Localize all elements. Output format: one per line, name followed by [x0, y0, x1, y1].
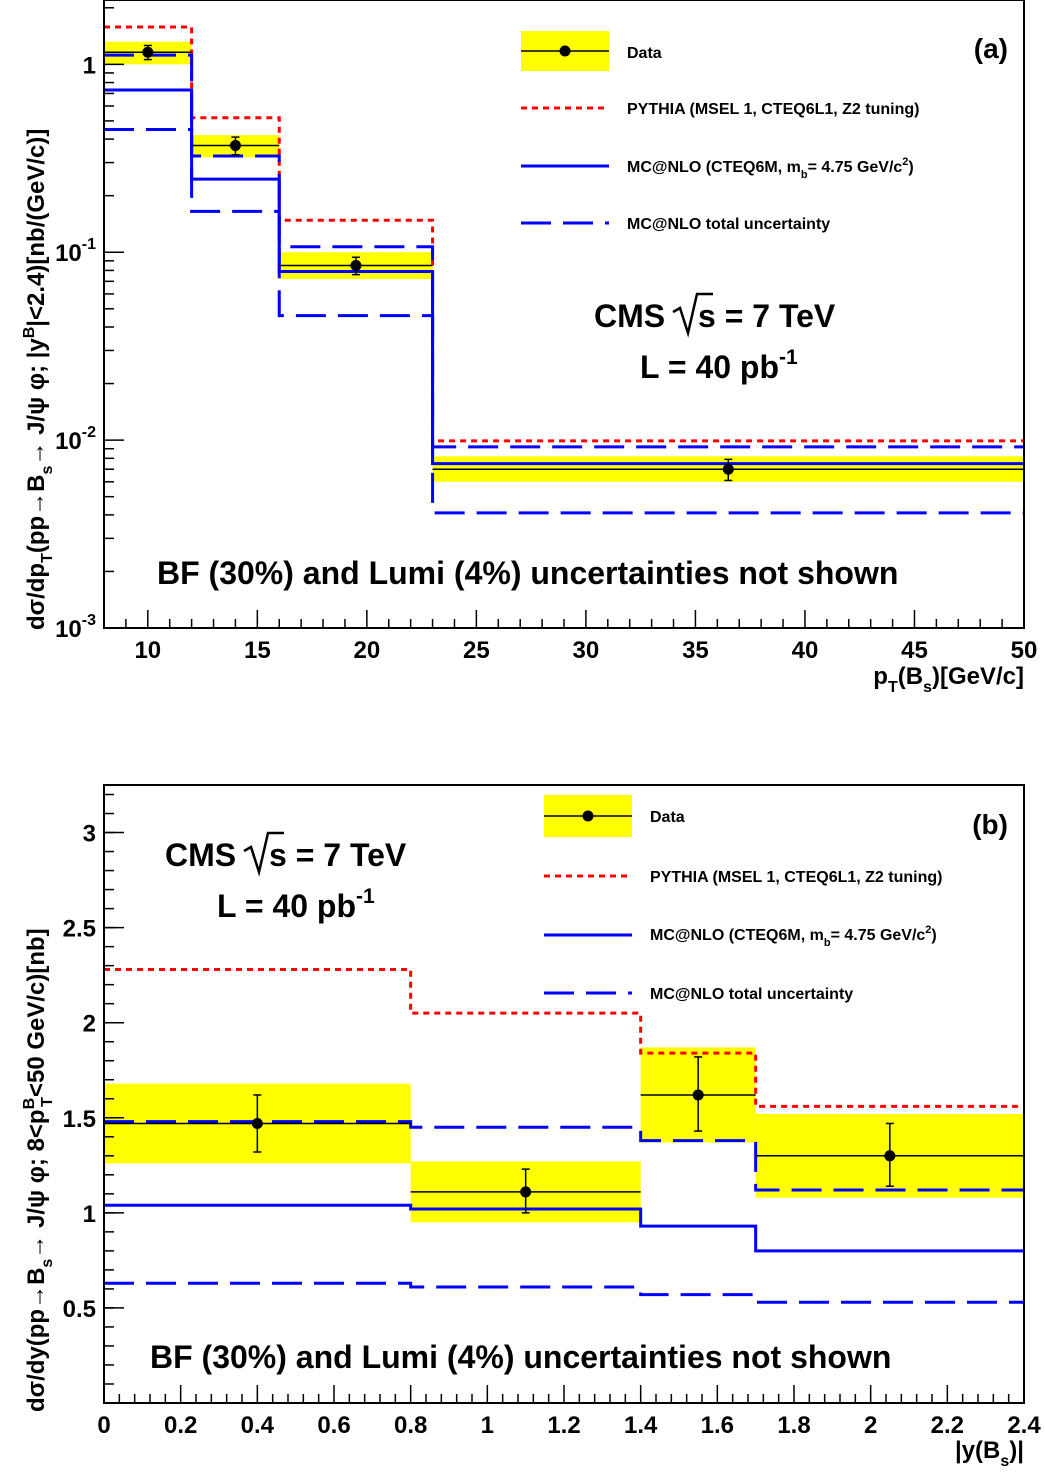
x-tick-label: 25: [463, 637, 490, 664]
data-point-1: [520, 1186, 532, 1198]
x-tick-label: 50: [1011, 637, 1038, 664]
y-tick-label: 10-2: [55, 424, 96, 455]
data-point-1: [229, 139, 241, 151]
legend-a-band-label: MC@NLO total uncertainty: [627, 216, 830, 233]
panel-a-label: (a): [974, 33, 1008, 64]
panel-a-legend: Data PYTHIA (MSEL 1, CTEQ6L1, Z2 tuning)…: [521, 31, 919, 233]
x-tick-label: 0.2: [164, 1412, 197, 1439]
x-tick-label: 2.4: [1007, 1412, 1041, 1439]
x-tick-label: 1: [481, 1412, 494, 1439]
y-tick-label: 10-3: [55, 612, 96, 643]
panel-b-x-title: |y(Bs)|: [955, 1437, 1024, 1470]
panel-b-cms-label: CMS s = 7 TeV: [165, 831, 407, 877]
panel-a: 10 15 20 25 30 35 40 45 50 1 10-1 10-2 10-3 Data PY…: [21, 0, 1037, 696]
x-tick-label: 1.6: [701, 1412, 734, 1439]
mcatnlo-curve: [104, 1203, 1024, 1253]
panel-a-curves: [104, 25, 1024, 515]
panel-a-y-title: dσ/dpT(pp→Bs→ J/ψ φ; |yB|<2.4)[nb/(GeV/c…: [21, 129, 56, 630]
legend-b-band-label: MC@NLO total uncertainty: [650, 986, 853, 1003]
x-tick-label: 1.2: [547, 1412, 580, 1439]
x-tick-label: 30: [573, 637, 600, 664]
y-tick-label: 2.5: [63, 916, 96, 943]
svg-text:CMS: CMS: [594, 298, 665, 334]
panel-b-y-title: dσ/dy(pp→Bs→ J/ψ φ; 8<pBT<50 GeV/c)[nb]: [21, 928, 56, 1412]
x-tick-label: 10: [134, 637, 161, 664]
svg-text:s = 7 TeV: s = 7 TeV: [269, 837, 407, 873]
x-tick-label: 2: [864, 1412, 877, 1439]
y-tick-label: 3: [83, 821, 96, 848]
mcatnlo-curve: [104, 88, 1024, 466]
y-tick-label: 2: [83, 1011, 96, 1038]
panel-a-x-axis: 10 15 20 25 30 35 40 45 50: [103, 610, 1038, 664]
svg-text:CMS: CMS: [165, 837, 236, 873]
x-tick-label: 15: [244, 637, 271, 664]
y-tick-label: 1: [83, 52, 96, 79]
panel-a-frame: [103, 0, 1025, 629]
panel-b-x-axis: 0 0.2 0.4 0.6 0.8 1 1.2 1.4 1.6 1.8 2 2.2 2.4: [97, 1385, 1041, 1439]
x-tick-label: 2.2: [931, 1412, 964, 1439]
mcatnlo-lower-curve: [104, 127, 1024, 515]
data-point-3: [884, 1150, 896, 1162]
x-tick-label: 45: [901, 637, 928, 664]
data-point-0: [142, 46, 154, 58]
panel-b: 0 0.2 0.4 0.6 0.8 1 1.2 1.4 1.6 1.8 2 2.2 2.4 0.5 1 1.…: [21, 784, 1041, 1470]
panel-a-lumi-label: L = 40 pb-1: [640, 346, 798, 385]
panel-b-sys-bands: [104, 1047, 1024, 1223]
panel-a-data-points: [104, 44, 1024, 482]
data-point-0: [251, 1117, 263, 1129]
x-tick-label: 0.4: [241, 1412, 275, 1439]
legend-b-pythia-label: PYTHIA (MSEL 1, CTEQ6L1, Z2 tuning): [650, 869, 942, 886]
pythia-curve: [104, 25, 1024, 443]
panel-b-note: BF (30%) and Lumi (4%) uncertainties not…: [150, 1339, 891, 1375]
panel-b-data-points: [104, 1056, 1024, 1214]
y-tick-label: 10-1: [55, 236, 96, 267]
legend-a-mcatnlo-label: MC@NLO (CTEQ6M, mb= 4.75 GeV/c2): [627, 156, 914, 181]
panel-b-label: (b): [972, 809, 1008, 840]
y-tick-label: 1: [83, 1201, 96, 1228]
panel-a-note: BF (30%) and Lumi (4%) uncertainties not…: [157, 555, 898, 591]
panel-a-x-title: pT(Bs)[GeV/c]: [873, 663, 1024, 696]
panel-b-lumi-label: L = 40 pb-1: [217, 885, 375, 924]
x-tick-label: 1.8: [777, 1412, 810, 1439]
x-tick-label: 0: [97, 1412, 110, 1439]
x-tick-label: 20: [354, 637, 381, 664]
data-point-3: [722, 463, 734, 475]
data-point-2: [692, 1089, 704, 1101]
x-tick-label: 40: [792, 637, 819, 664]
data-point-2: [350, 259, 362, 271]
y-tick-label: 1.5: [63, 1106, 96, 1133]
x-tick-label: 0.8: [394, 1412, 427, 1439]
legend-b-data-label: Data: [650, 809, 685, 826]
mcatnlo-lower-curve: [104, 1281, 1024, 1304]
x-tick-label: 1.4: [624, 1412, 658, 1439]
panel-b-curves: [104, 967, 1024, 1304]
legend-a-data-label: Data: [627, 45, 662, 62]
panel-a-cms-label: CMS s = 7 TeV: [594, 292, 836, 338]
panel-b-legend: Data PYTHIA (MSEL 1, CTEQ6L1, Z2 tuning)…: [544, 795, 942, 1003]
legend-b-mcatnlo-label: MC@NLO (CTEQ6M, mb= 4.75 GeV/c2): [650, 924, 937, 949]
panel-a-y-axis: 1 10-1 10-2 10-3: [55, 7, 124, 643]
mcatnlo-upper-curve: [104, 1120, 1024, 1192]
y-tick-label: 0.5: [63, 1296, 96, 1323]
legend-a-pythia-label: PYTHIA (MSEL 1, CTEQ6L1, Z2 tuning): [627, 101, 919, 118]
pythia-curve: [104, 967, 1024, 1108]
x-tick-label: 35: [682, 637, 709, 664]
panel-b-y-axis: 0.5 1 1.5 2 2.5 3: [63, 793, 124, 1385]
x-tick-label: 0.6: [317, 1412, 350, 1439]
svg-text:s = 7 TeV: s = 7 TeV: [698, 298, 836, 334]
